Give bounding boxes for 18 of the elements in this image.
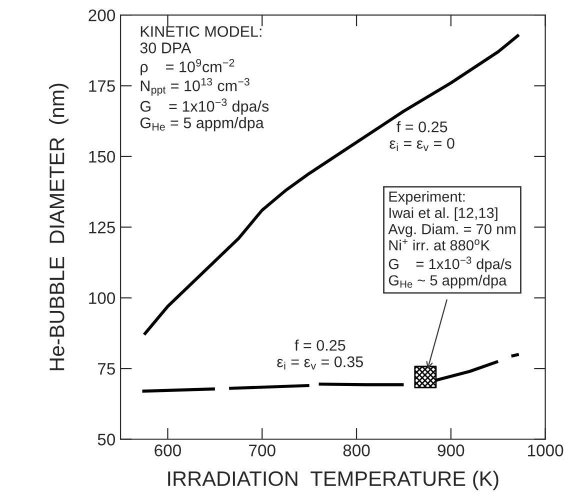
x-axis-title: IRRADIATION TEMPERATURE (K) (168, 470, 498, 490)
annotation: f = 0.25 ε$_{i}$ = ε$_{v}$ = 0.35 (277, 340, 363, 370)
y-tick-label: 175 (89, 80, 115, 92)
x-tick-label: 600 (154, 444, 181, 456)
y-tick-label: 150 (89, 150, 116, 163)
text: Experiment: Iwai et al. [12,13] Avg. Diam. = 70 nm Ni$^{+}$ irr. at 880$^{o}$K G = 1x10$^{−3}$ dpa/s G$_{He}$ ~ 5 appm/dpa (388, 191, 516, 288)
annotation: f = 0.25 ε$_{i}$ = ε$_{v}$ = 0 (390, 121, 454, 152)
x-tick-label: 800 (343, 444, 370, 456)
x-tick-label: 900 (438, 444, 464, 456)
y-tick-label: 200 (88, 9, 116, 22)
y-axis-title: He-BUBBLE DIAMETER (nm) (49, 84, 68, 370)
y-tick-label: 50 (98, 434, 116, 446)
text: KINETIC MODEL: 30 DPA ρ = 10$^{9}$cm$^{−2}$ N$_{ppt}$ = 10$^{13}$ cm$^{−3}$ G = 1x10$^{−3}$ dpa/s G$_{He}$ = 5 appm/dpa (140, 26, 269, 132)
y-tick-label: 100 (89, 292, 116, 304)
x-tick-label: 1000 (528, 444, 564, 456)
y-tick-label: 75 (98, 363, 115, 375)
x-tick-label: 700 (249, 444, 276, 456)
y-tick-label: 125 (89, 222, 115, 234)
